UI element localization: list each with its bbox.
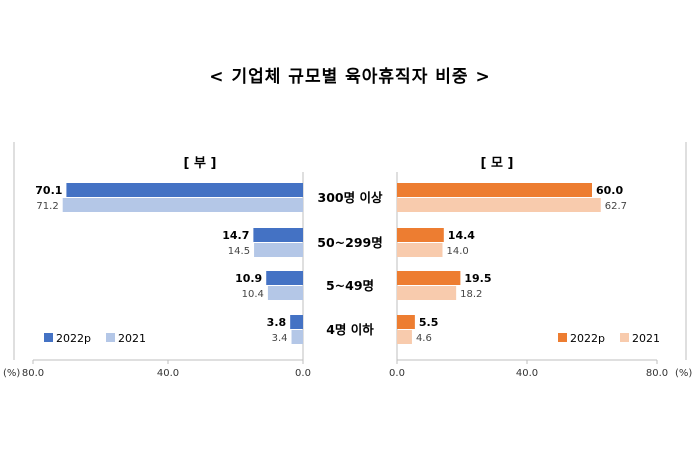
father-legend-label-2022p: 2022p xyxy=(56,332,91,345)
mother-bar-2021 xyxy=(397,198,601,212)
mother-panel: [ 모 ] 0.0 40.0 80.0 (%) 60.0 62.7 14.4 14.0 19.5 1… xyxy=(389,156,692,379)
father-tick-label: 40.0 xyxy=(157,368,179,379)
father-tick-label: 80.0 xyxy=(22,368,44,379)
mother-legend-swatch-2021 xyxy=(620,333,629,342)
mother-value-label-2022p: 60.0 xyxy=(596,184,623,197)
mother-value-label-2021: 14.0 xyxy=(447,246,469,257)
father-tick-label: 0.0 xyxy=(295,368,311,379)
mother-legend-swatch-2022p xyxy=(558,333,567,342)
father-bar-2021 xyxy=(291,330,303,344)
father-value-label-2021: 3.4 xyxy=(272,333,288,344)
mother-value-label-2022p: 14.4 xyxy=(448,229,475,242)
category-label: 50~299명 xyxy=(317,235,382,250)
mother-bar-2021 xyxy=(397,243,443,257)
father-value-label-2021: 14.5 xyxy=(228,246,250,257)
father-value-label-2021: 10.4 xyxy=(242,289,264,300)
mother-bar-2022p xyxy=(397,271,461,285)
father-bar-2022p xyxy=(290,315,303,329)
chart-title: < 기업체 규모별 육아휴직자 비중 > xyxy=(209,67,491,87)
father-bar-2021 xyxy=(254,243,303,257)
father-bar-2021 xyxy=(267,286,303,300)
mother-bar-2021 xyxy=(397,330,412,344)
mother-panel-title: [ 모 ] xyxy=(481,156,514,171)
father-value-label-2022p: 14.7 xyxy=(222,229,249,242)
mother-tick-label: 80.0 xyxy=(646,368,668,379)
father-panel: [ 부 ] 80.0 40.0 0.0 (%) 70.1 71.2 14.7 14.5 10.9 1… xyxy=(3,156,311,379)
father-bar-2022p xyxy=(266,271,303,285)
category-label: 4명 이하 xyxy=(326,322,374,337)
mother-value-label-2022p: 19.5 xyxy=(464,272,491,285)
mother-tick-label: 40.0 xyxy=(516,368,538,379)
category-labels: 300명 이상 50~299명 5~49명 4명 이하 xyxy=(317,190,383,337)
mother-value-label-2021: 18.2 xyxy=(460,289,482,300)
mother-legend-label-2022p: 2022p xyxy=(570,332,605,345)
mother-value-label-2021: 62.7 xyxy=(605,201,627,212)
mother-value-label-2022p: 5.5 xyxy=(419,316,439,329)
mother-bar-2022p xyxy=(397,315,415,329)
father-value-label-2022p: 10.9 xyxy=(235,272,262,285)
father-value-label-2022p: 3.8 xyxy=(267,316,287,329)
mother-bar-2022p xyxy=(397,183,592,197)
father-value-label-2021: 71.2 xyxy=(36,201,58,212)
father-value-label-2022p: 70.1 xyxy=(35,184,62,197)
father-legend-swatch-2022p xyxy=(44,333,53,342)
mother-tick-label: 0.0 xyxy=(389,368,405,379)
father-unit-label: (%) xyxy=(3,368,20,379)
father-panel-title: [ 부 ] xyxy=(184,156,217,171)
father-bar-2021 xyxy=(62,198,304,212)
category-label: 5~49명 xyxy=(326,278,374,293)
father-legend-swatch-2021 xyxy=(106,333,115,342)
mother-value-label-2021: 4.6 xyxy=(416,333,432,344)
father-bar-2022p xyxy=(253,228,303,242)
father-legend-label-2021: 2021 xyxy=(118,332,146,345)
category-label: 300명 이상 xyxy=(318,190,383,205)
mother-unit-label: (%) xyxy=(675,368,692,379)
mother-legend-label-2021: 2021 xyxy=(632,332,660,345)
mother-bar-2021 xyxy=(397,286,457,300)
mother-bar-2022p xyxy=(397,228,444,242)
father-bar-2022p xyxy=(66,183,303,197)
